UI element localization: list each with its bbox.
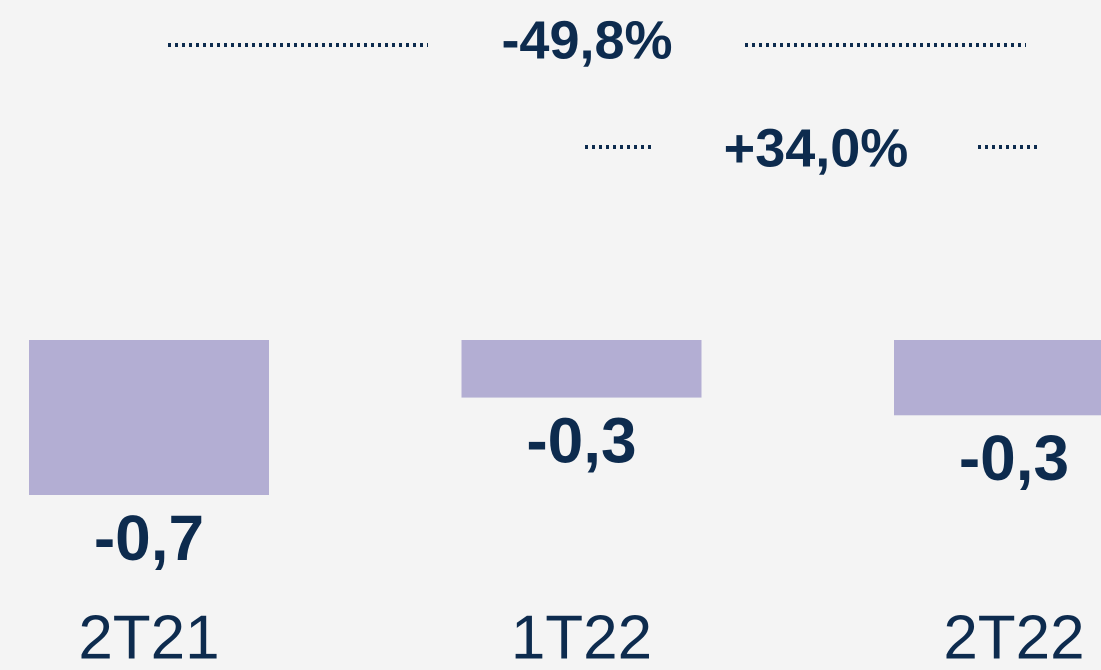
bar [894, 340, 1101, 416]
x-tick-label: 2T22 [943, 603, 1084, 670]
value-label: -0,7 [94, 502, 204, 574]
x-tick-label: 2T21 [78, 603, 219, 670]
annotation: -49,8% [501, 10, 672, 70]
value-label: -0,3 [526, 404, 636, 476]
annotation: +34,0% [724, 118, 909, 178]
bar [29, 340, 269, 495]
bar [461, 340, 702, 398]
x-tick-label: 1T22 [511, 603, 652, 670]
value-label: -0,3 [959, 422, 1069, 494]
